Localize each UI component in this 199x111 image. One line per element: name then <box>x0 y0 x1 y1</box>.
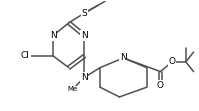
Text: N: N <box>120 53 127 62</box>
Text: N: N <box>81 73 88 82</box>
Text: Cl: Cl <box>21 52 30 60</box>
Text: S: S <box>82 9 87 18</box>
Text: O: O <box>157 81 164 90</box>
Text: N: N <box>81 31 88 40</box>
Text: N: N <box>50 31 57 40</box>
Text: O: O <box>169 57 176 66</box>
Text: Me: Me <box>68 86 78 92</box>
